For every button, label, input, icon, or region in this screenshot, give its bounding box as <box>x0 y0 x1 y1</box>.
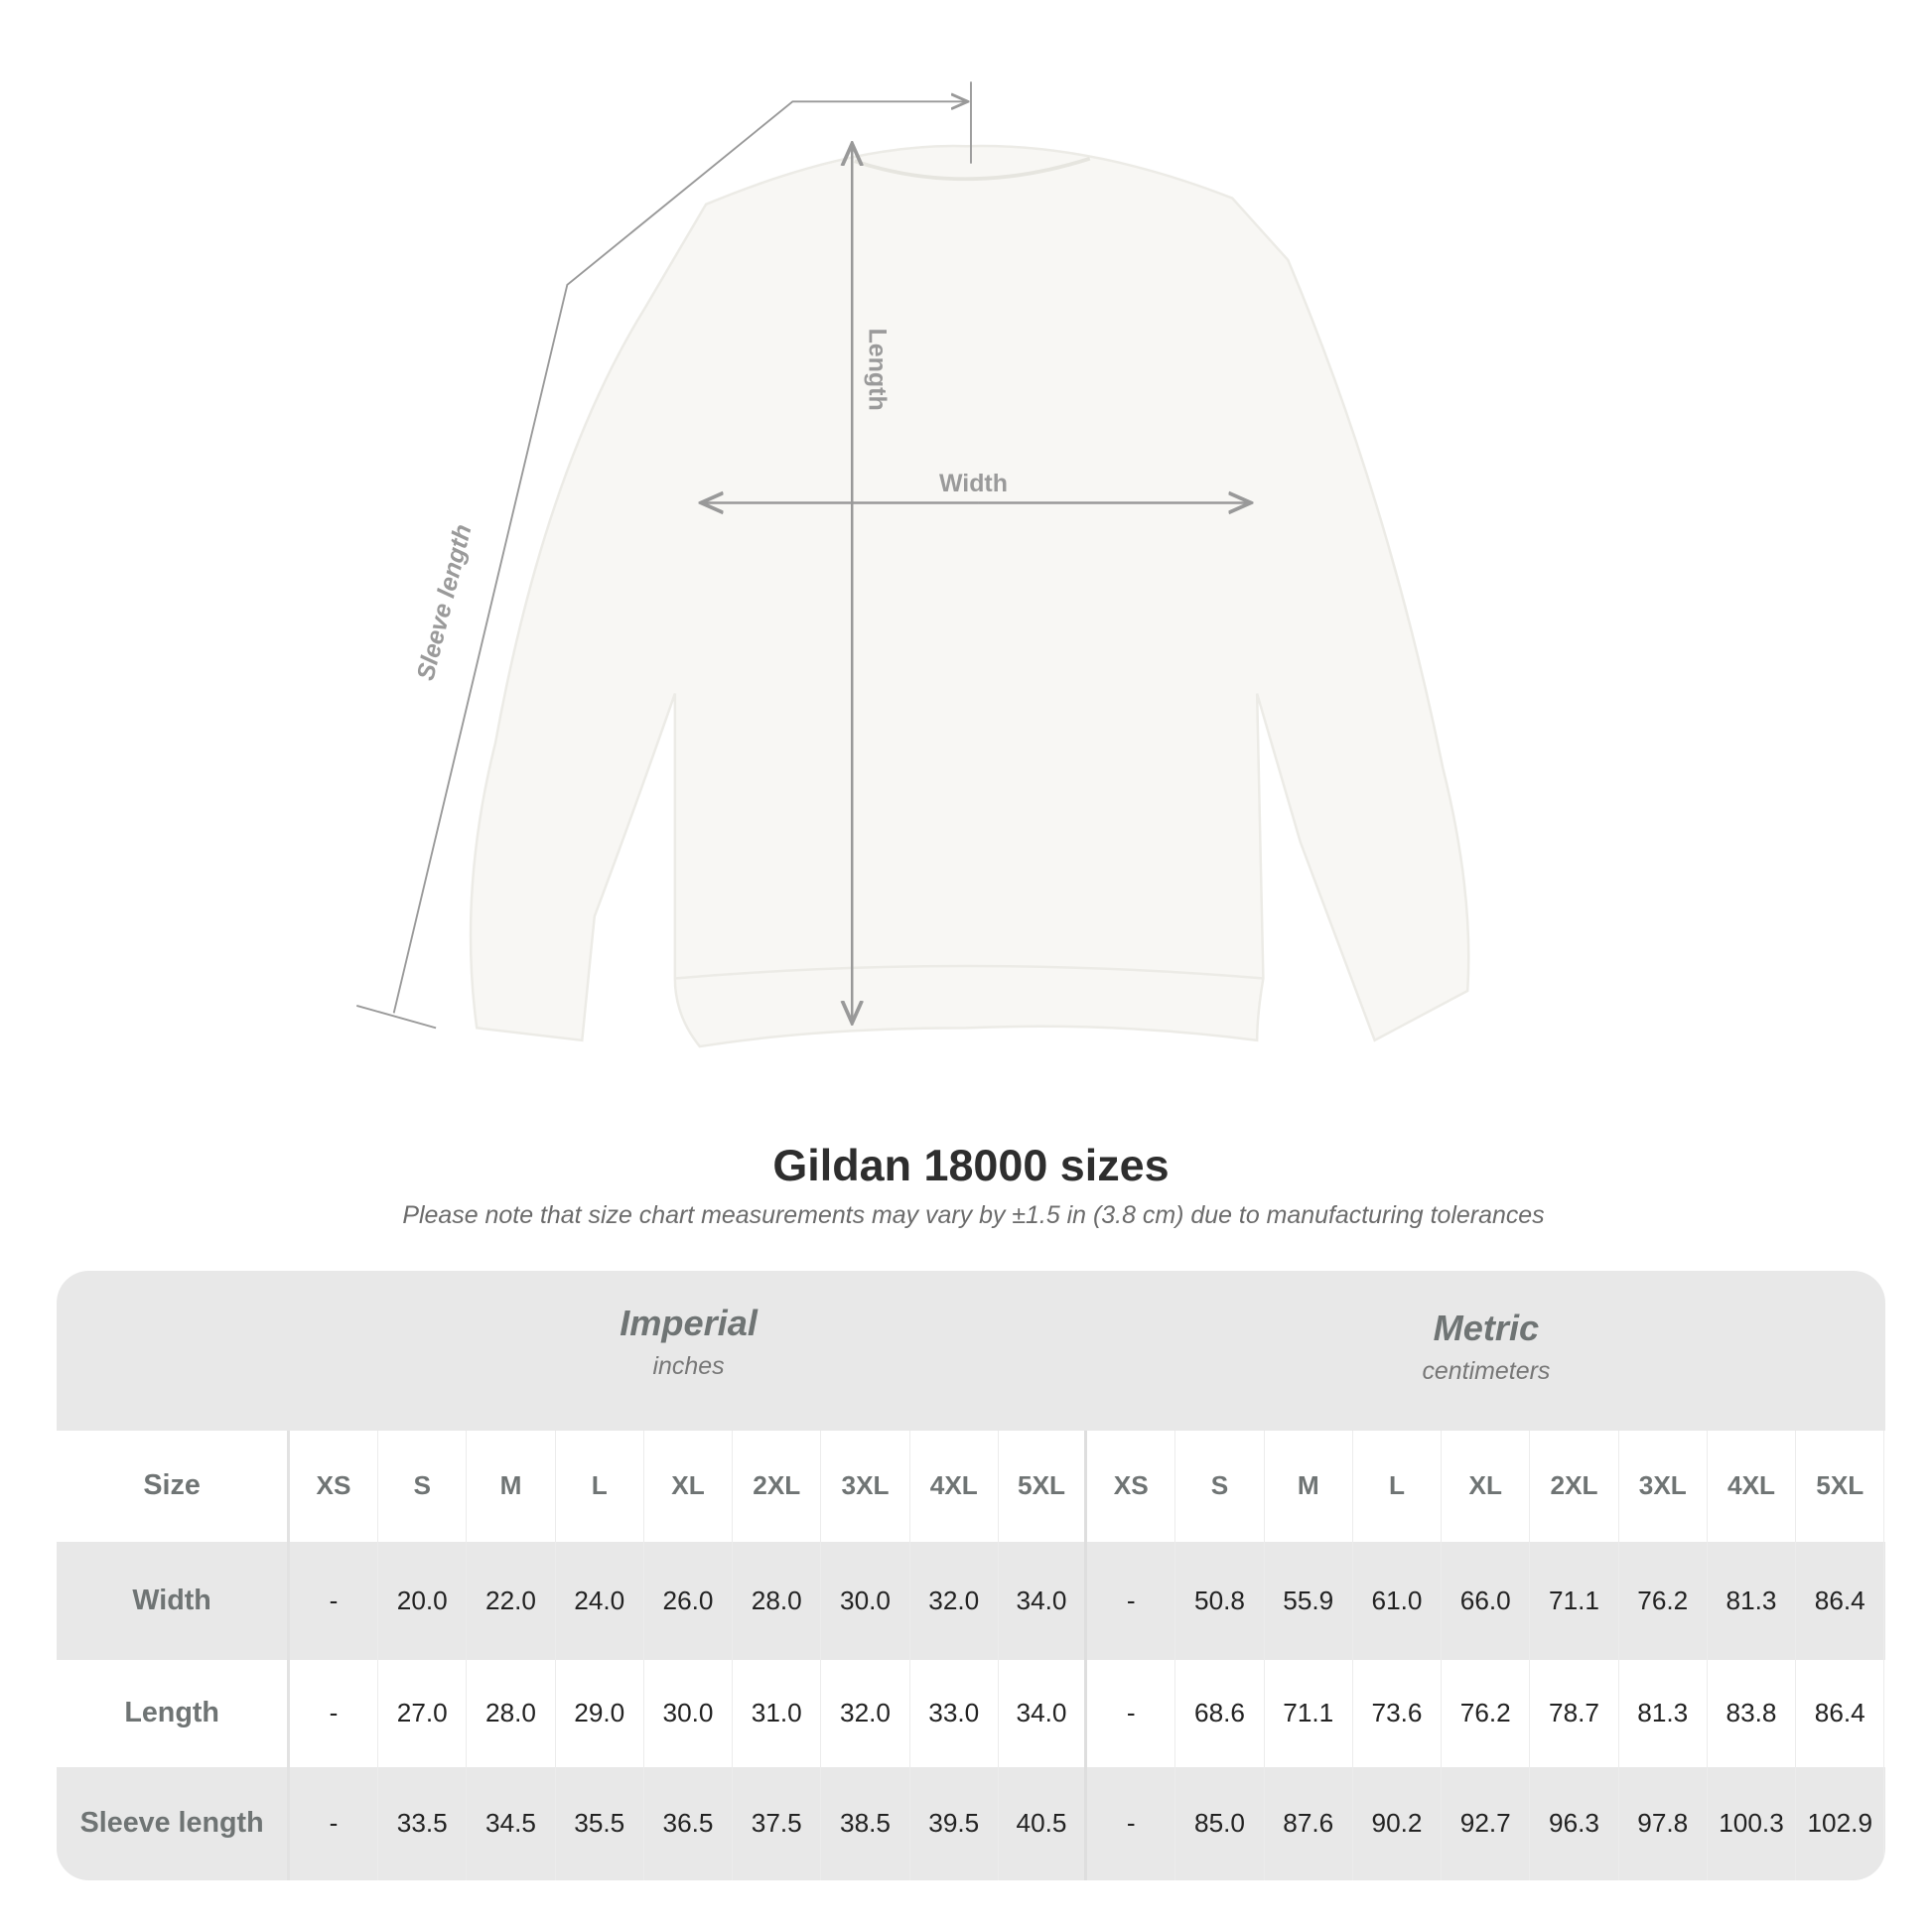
table-cell: 34.0 <box>999 1542 1088 1660</box>
table-cell: 30.0 <box>821 1542 910 1660</box>
table-cell: 28.0 <box>733 1542 822 1660</box>
table-cell: - <box>290 1767 379 1880</box>
table-cell: 83.8 <box>1708 1659 1797 1768</box>
tolerance-note: Please note that size chart measurements… <box>402 1201 1545 1230</box>
sleeve-length-line <box>392 101 966 1014</box>
table-cell: - <box>1087 1767 1176 1880</box>
table-cell: 36.5 <box>644 1767 734 1880</box>
table-cell: 50.8 <box>1175 1542 1265 1660</box>
table-cell: 26.0 <box>644 1542 734 1660</box>
table-cell: 73.6 <box>1353 1659 1443 1768</box>
size-header-cell: M <box>1265 1430 1353 1543</box>
size-header-cell: XL <box>1442 1430 1531 1543</box>
sleeve-end-tick <box>356 1005 437 1030</box>
table-cell: 71.1 <box>1265 1659 1353 1768</box>
size-header-row: Size XS S M L XL 2XL 3XL 4XL 5XL XS S M L XL 2XL 3XL 4XL… <box>57 1430 1885 1543</box>
size-header-cell: 5XL <box>1796 1430 1885 1543</box>
table-cell: 92.7 <box>1442 1767 1531 1880</box>
row-label: Sleeve length <box>57 1767 290 1880</box>
table-cell: 87.6 <box>1265 1767 1353 1880</box>
metric-unit: centimeters <box>1422 1356 1551 1385</box>
table-cell: 96.3 <box>1530 1767 1619 1880</box>
table-cell: 39.5 <box>910 1767 999 1880</box>
size-chart-table: Imperial inches Metric centimeters Size … <box>57 1270 1885 1880</box>
table-cell: 33.0 <box>910 1659 999 1768</box>
row-label: Width <box>57 1542 290 1660</box>
metric-title: Metric <box>1433 1308 1540 1349</box>
size-header-cell: XS <box>290 1430 379 1543</box>
size-header-cell: L <box>556 1430 644 1543</box>
table-cell: 24.0 <box>556 1542 644 1660</box>
size-header-cell: L <box>1353 1430 1443 1543</box>
size-header-cell: 3XL <box>1619 1430 1708 1543</box>
table-cell: 81.3 <box>1708 1542 1797 1660</box>
size-header-cell: M <box>467 1430 556 1543</box>
table-cell: 90.2 <box>1353 1767 1443 1880</box>
size-label: Size <box>57 1430 290 1543</box>
table-cell: 20.0 <box>378 1542 468 1660</box>
table-cell: 61.0 <box>1353 1542 1443 1660</box>
width-label: Width <box>939 470 1008 497</box>
table-cell: - <box>290 1659 379 1768</box>
size-header-cell: 2XL <box>733 1430 822 1543</box>
table-cell: 35.5 <box>556 1767 644 1880</box>
table-cell: 30.0 <box>644 1659 734 1768</box>
size-header-cell: 4XL <box>910 1430 999 1543</box>
table-cell: 68.6 <box>1175 1659 1265 1768</box>
table-cell: 32.0 <box>821 1659 910 1768</box>
metric-header: Metric centimeters <box>1087 1308 1884 1385</box>
imperial-unit: inches <box>652 1351 725 1380</box>
table-cell: - <box>1087 1659 1176 1768</box>
table-cell: 27.0 <box>378 1659 468 1768</box>
row-label: Length <box>57 1659 290 1768</box>
table-cell: 71.1 <box>1530 1542 1619 1660</box>
page-title: Gildan 18000 sizes <box>772 1139 1170 1190</box>
imperial-title: Imperial <box>620 1303 758 1344</box>
sweatshirt-image <box>469 144 1470 1048</box>
table-cell: 37.5 <box>733 1767 822 1880</box>
size-header-cell: XL <box>644 1430 734 1543</box>
size-header-cell: S <box>378 1430 468 1543</box>
table-cell: - <box>1087 1542 1176 1660</box>
imperial-header: Imperial inches <box>290 1303 1087 1380</box>
table-row: Width -20.0 22.0 24.0 26.0 28.0 30.0 32.0 34.0-5… <box>57 1542 1885 1660</box>
table-cell: 34.5 <box>467 1767 556 1880</box>
table-cell: 31.0 <box>733 1659 822 1768</box>
table-cell: 78.7 <box>1530 1659 1619 1768</box>
table-cell: 32.0 <box>910 1542 999 1660</box>
size-header-cell: XS <box>1087 1430 1176 1543</box>
table-cell: 86.4 <box>1796 1659 1885 1768</box>
sweatshirt-measurement-diagram: Length Width Sleeve length <box>356 81 1470 1048</box>
table-cell: 22.0 <box>467 1542 556 1660</box>
size-header-cell: 2XL <box>1530 1430 1619 1543</box>
table-cell: 76.2 <box>1442 1659 1531 1768</box>
table-row: Sleeve length -33.5 34.5 35.5 36.5 37.5 38.5 39… <box>57 1767 1885 1880</box>
table-cell: 100.3 <box>1708 1767 1797 1880</box>
table-cell: 33.5 <box>378 1767 468 1880</box>
table-cell: 102.9 <box>1796 1767 1885 1880</box>
table-cell: 97.8 <box>1619 1767 1708 1880</box>
table-row: Length -27.0 28.0 29.0 30.0 31.0 32.0 33.0 34.0-… <box>57 1659 1885 1768</box>
table-cell: 76.2 <box>1619 1542 1708 1660</box>
table-cell: 55.9 <box>1265 1542 1353 1660</box>
table-cell: - <box>290 1542 379 1660</box>
table-cell: 34.0 <box>999 1659 1088 1768</box>
size-header-cell: 4XL <box>1708 1430 1797 1543</box>
table-cell: 81.3 <box>1619 1659 1708 1768</box>
length-label: Length <box>864 329 892 411</box>
table-cell: 29.0 <box>556 1659 644 1768</box>
table-cell: 28.0 <box>467 1659 556 1768</box>
size-header-cell: 5XL <box>999 1430 1088 1543</box>
table-cell: 86.4 <box>1796 1542 1885 1660</box>
sleeve-length-label: Sleeve length <box>412 521 478 683</box>
table-cell: 66.0 <box>1442 1542 1531 1660</box>
table-cell: 40.5 <box>999 1767 1088 1880</box>
table-cell: 85.0 <box>1175 1767 1265 1880</box>
table-cell: 38.5 <box>821 1767 910 1880</box>
size-header-cell: S <box>1175 1430 1265 1543</box>
size-header-cell: 3XL <box>821 1430 910 1543</box>
